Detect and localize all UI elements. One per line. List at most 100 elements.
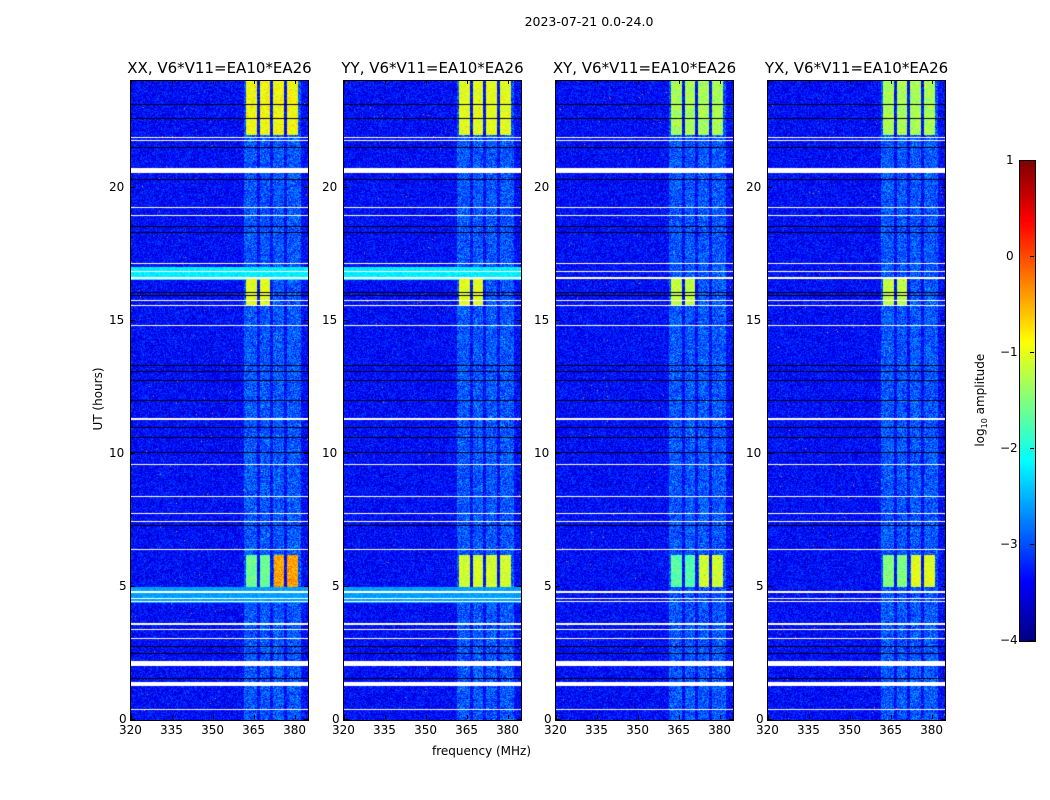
y-tick <box>517 452 521 454</box>
y-tick <box>131 719 135 720</box>
colorbar <box>1019 160 1036 642</box>
x-tick <box>679 715 681 719</box>
x-tick <box>720 80 722 84</box>
colorbar-tick-label: −3 <box>1000 537 1018 551</box>
x-tick <box>932 80 934 84</box>
x-tick <box>768 80 769 84</box>
colorbar-tick <box>1030 160 1034 161</box>
y-tick <box>556 719 560 720</box>
spectrogram-panel <box>555 80 734 721</box>
colorbar-tick-label: 1 <box>1006 153 1014 167</box>
y-tick <box>941 452 945 454</box>
x-tick <box>932 715 934 719</box>
x-tick <box>295 80 297 84</box>
y-tick-label: 0 <box>756 712 764 726</box>
colorbar-tick-label: −4 <box>1000 633 1018 647</box>
colorbar-tick-label: −2 <box>1000 441 1018 455</box>
y-tick <box>556 319 560 321</box>
spectrogram-heatmap <box>768 81 945 720</box>
y-tick <box>729 585 733 587</box>
y-tick-label: 20 <box>746 179 762 194</box>
colorbar-tick <box>1030 640 1034 641</box>
spectrogram-heatmap <box>556 81 733 720</box>
y-tick <box>517 319 521 321</box>
y-tick <box>768 719 772 720</box>
x-tick <box>344 80 345 84</box>
y-tick <box>304 719 308 720</box>
x-tick-label: 320 <box>544 723 567 737</box>
x-tick <box>295 715 297 719</box>
x-tick-label: 365 <box>455 723 478 737</box>
x-tick-label: 335 <box>373 723 396 737</box>
x-tick <box>638 715 640 719</box>
x-tick <box>172 80 174 84</box>
y-tick-label: 20 <box>534 179 550 194</box>
y-tick-label: 20 <box>322 179 338 194</box>
spectrogram-heatmap <box>344 81 521 720</box>
panel-title: YX, V6*V11=EA10*EA26 <box>764 59 949 77</box>
y-tick <box>941 585 945 587</box>
y-tick <box>768 319 772 321</box>
x-tick <box>809 80 811 84</box>
y-tick <box>131 319 135 321</box>
x-tick <box>254 715 256 719</box>
y-tick <box>517 585 521 587</box>
y-tick-label: 15 <box>534 312 550 327</box>
x-tick <box>385 80 387 84</box>
x-tick-label: 380 <box>920 723 944 737</box>
panel-title: XY, V6*V11=EA10*EA26 <box>552 59 737 77</box>
x-tick <box>556 715 557 719</box>
y-tick-label: 10 <box>322 445 338 460</box>
x-tick <box>213 80 215 84</box>
colorbar-tick <box>1030 352 1034 353</box>
x-tick-label: 350 <box>201 723 224 737</box>
x-tick <box>131 715 132 719</box>
x-tick <box>131 80 132 84</box>
y-tick <box>556 186 560 188</box>
x-tick <box>467 715 469 719</box>
y-tick <box>131 186 135 188</box>
colorbar-tick-label: −1 <box>1000 345 1018 359</box>
y-tick-label: 5 <box>332 578 340 593</box>
spectrogram-panel <box>130 80 309 721</box>
colorbar-tick <box>1030 448 1034 449</box>
x-tick-label: 335 <box>585 723 608 737</box>
y-tick <box>304 585 308 587</box>
y-tick <box>344 319 348 321</box>
spectrogram-panel <box>767 80 946 721</box>
y-tick <box>941 719 945 720</box>
y-tick <box>729 186 733 188</box>
x-tick <box>597 715 599 719</box>
x-tick <box>597 80 599 84</box>
x-tick <box>508 80 510 84</box>
x-tick-label: 365 <box>242 723 265 737</box>
x-tick-label: 350 <box>838 723 861 737</box>
x-tick <box>891 715 893 719</box>
x-tick <box>809 715 811 719</box>
x-tick-label: 320 <box>119 723 142 737</box>
x-tick-label: 380 <box>708 723 732 737</box>
x-tick <box>850 715 852 719</box>
x-tick <box>891 80 893 84</box>
y-tick <box>344 719 348 720</box>
y-tick-label: 10 <box>534 445 550 460</box>
colorbar-tick <box>1030 256 1034 257</box>
y-tick <box>304 319 308 321</box>
x-tick <box>254 80 256 84</box>
y-tick <box>729 719 733 720</box>
x-tick <box>426 80 428 84</box>
x-tick-label: 335 <box>160 723 183 737</box>
x-tick-label: 320 <box>756 723 779 737</box>
x-tick <box>344 715 345 719</box>
y-tick <box>517 719 521 720</box>
x-tick-label: 350 <box>414 723 437 737</box>
y-tick <box>768 186 772 188</box>
y-tick <box>304 452 308 454</box>
x-tick <box>426 715 428 719</box>
x-tick <box>720 715 722 719</box>
y-tick <box>304 186 308 188</box>
spectrogram-panel <box>343 80 522 721</box>
x-tick <box>467 80 469 84</box>
y-tick <box>768 585 772 587</box>
